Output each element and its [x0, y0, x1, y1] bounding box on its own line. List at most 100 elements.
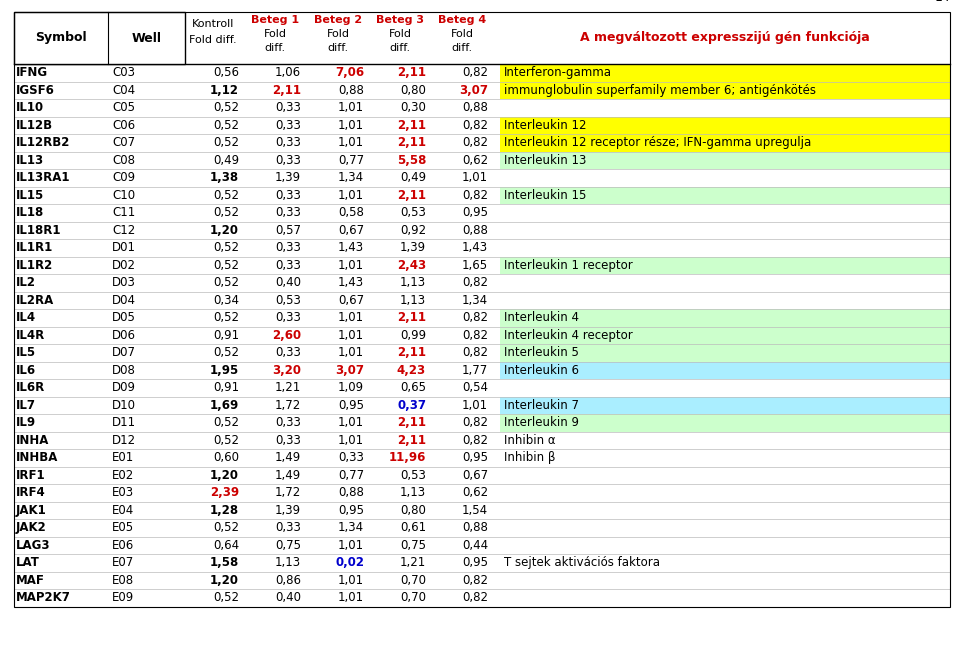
- Text: 2,11: 2,11: [397, 119, 426, 131]
- Text: 1,01: 1,01: [462, 399, 488, 412]
- Text: 0,52: 0,52: [213, 311, 239, 324]
- Text: IL12RB2: IL12RB2: [16, 136, 70, 149]
- Text: 11,96: 11,96: [389, 452, 426, 464]
- Text: 1,69: 1,69: [209, 399, 239, 412]
- Bar: [14, 12, 950, 606]
- Text: 0,67: 0,67: [462, 469, 488, 482]
- Text: 0,82: 0,82: [462, 66, 488, 79]
- Text: Interleukin 5: Interleukin 5: [504, 346, 579, 359]
- Text: 0,33: 0,33: [276, 416, 301, 429]
- Text: 0,33: 0,33: [276, 119, 301, 131]
- Text: Symbol: Symbol: [36, 31, 86, 44]
- Text: C06: C06: [112, 119, 135, 131]
- Bar: [500, 414, 950, 432]
- Text: Inhibin β: Inhibin β: [504, 452, 556, 464]
- Text: immunglobulin superfamily member 6; antigénkötés: immunglobulin superfamily member 6; anti…: [504, 84, 816, 97]
- Text: Fold: Fold: [263, 29, 286, 39]
- Text: 0,33: 0,33: [276, 346, 301, 359]
- Text: 0,53: 0,53: [400, 207, 426, 219]
- Text: JAK2: JAK2: [16, 521, 47, 535]
- Text: C04: C04: [112, 84, 135, 97]
- Text: 0,82: 0,82: [462, 434, 488, 447]
- Text: 1,01: 1,01: [462, 171, 488, 184]
- Text: 1,13: 1,13: [400, 486, 426, 499]
- Text: 0,52: 0,52: [213, 416, 239, 429]
- Text: diff.: diff.: [390, 43, 411, 53]
- Bar: [500, 116, 950, 134]
- Text: 1,13: 1,13: [400, 293, 426, 307]
- Text: IL5: IL5: [16, 346, 36, 359]
- Text: 2,11: 2,11: [397, 136, 426, 149]
- Text: diff.: diff.: [451, 43, 472, 53]
- Text: 0,88: 0,88: [462, 101, 488, 114]
- Text: 1,65: 1,65: [462, 259, 488, 272]
- Text: 1,12: 1,12: [210, 84, 239, 97]
- Text: 0,52: 0,52: [213, 346, 239, 359]
- Text: IL18: IL18: [16, 207, 44, 219]
- Text: C11: C11: [112, 207, 135, 219]
- Text: 1,34: 1,34: [462, 293, 488, 307]
- Text: 0,52: 0,52: [213, 434, 239, 447]
- Text: Inhibin α: Inhibin α: [504, 434, 556, 447]
- Text: 0,99: 0,99: [400, 329, 426, 342]
- Text: 1,20: 1,20: [210, 469, 239, 482]
- Text: D09: D09: [112, 381, 136, 394]
- Text: 7,06: 7,06: [335, 66, 364, 79]
- Text: 0,91: 0,91: [213, 329, 239, 342]
- Text: Fold: Fold: [326, 29, 349, 39]
- Text: 5,58: 5,58: [396, 154, 426, 167]
- Text: Interleukin 4 receptor: Interleukin 4 receptor: [504, 329, 633, 342]
- Text: 1,20: 1,20: [210, 224, 239, 237]
- Text: T sejtek aktivációs faktora: T sejtek aktivációs faktora: [504, 556, 660, 569]
- Text: 1,09: 1,09: [338, 381, 364, 394]
- Text: Fold: Fold: [389, 29, 412, 39]
- Text: 3,07: 3,07: [335, 364, 364, 376]
- Text: 1,77: 1,77: [462, 364, 488, 376]
- Text: 0,33: 0,33: [276, 136, 301, 149]
- Text: 1,01: 1,01: [338, 346, 364, 359]
- Text: C08: C08: [112, 154, 135, 167]
- Text: 2,11: 2,11: [397, 189, 426, 202]
- Text: 0,52: 0,52: [213, 276, 239, 290]
- Text: 0,49: 0,49: [213, 154, 239, 167]
- Bar: [500, 344, 950, 361]
- Text: Interleukin 15: Interleukin 15: [504, 189, 587, 202]
- Bar: [500, 309, 950, 327]
- Text: 0,33: 0,33: [338, 452, 364, 464]
- Text: Interleukin 6: Interleukin 6: [504, 364, 579, 376]
- Text: 14: 14: [934, 0, 950, 4]
- Text: 0,30: 0,30: [400, 101, 426, 114]
- Text: 1,21: 1,21: [275, 381, 301, 394]
- Text: 0,52: 0,52: [213, 259, 239, 272]
- Text: E04: E04: [112, 504, 134, 517]
- Bar: [500, 361, 950, 379]
- Text: 3,20: 3,20: [272, 364, 301, 376]
- Text: 4,23: 4,23: [396, 364, 426, 376]
- Text: IRF4: IRF4: [16, 486, 46, 499]
- Text: 2,11: 2,11: [397, 434, 426, 447]
- Text: 0,53: 0,53: [276, 293, 301, 307]
- Text: 1,13: 1,13: [275, 556, 301, 569]
- Text: 0,88: 0,88: [338, 486, 364, 499]
- Text: 0,82: 0,82: [462, 574, 488, 587]
- Text: D06: D06: [112, 329, 136, 342]
- Text: INHA: INHA: [16, 434, 49, 447]
- Text: D08: D08: [112, 364, 136, 376]
- Text: 0,70: 0,70: [400, 591, 426, 604]
- Text: 0,49: 0,49: [400, 171, 426, 184]
- Text: JAK1: JAK1: [16, 504, 47, 517]
- Bar: [500, 187, 950, 204]
- Text: Interleukin 12 receptor része; IFN-gamma upregulja: Interleukin 12 receptor része; IFN-gamma…: [504, 136, 811, 149]
- Text: D07: D07: [112, 346, 136, 359]
- Text: 1,01: 1,01: [338, 259, 364, 272]
- Text: E07: E07: [112, 556, 134, 569]
- Text: LAG3: LAG3: [16, 539, 51, 552]
- Text: 0,95: 0,95: [338, 504, 364, 517]
- Text: IFNG: IFNG: [16, 66, 48, 79]
- Text: Interleukin 1 receptor: Interleukin 1 receptor: [504, 259, 633, 272]
- Text: 1,39: 1,39: [275, 171, 301, 184]
- Text: MAP2K7: MAP2K7: [16, 591, 71, 604]
- Text: Beteg 3: Beteg 3: [376, 15, 424, 25]
- Text: 0,34: 0,34: [213, 293, 239, 307]
- Bar: [500, 134, 950, 151]
